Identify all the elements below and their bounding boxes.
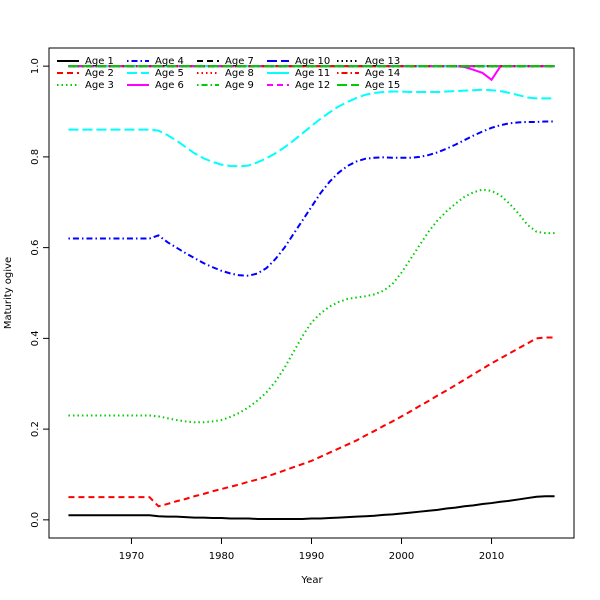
legend-label: Age 10: [295, 56, 330, 67]
x-axis-label: Year: [300, 575, 323, 586]
legend-label: Age 4: [155, 56, 184, 67]
legend-label: Age 12: [295, 80, 330, 91]
legend-label: Age 7: [225, 56, 254, 67]
series-line: [68, 188, 555, 424]
y-tick-label: 0.4: [30, 330, 41, 346]
legend-label: Age 5: [155, 68, 184, 79]
y-tick-label: 0.8: [30, 149, 41, 165]
legend-label: Age 13: [365, 56, 400, 67]
series-line: [68, 88, 555, 168]
legend-label: Age 2: [85, 68, 114, 79]
x-tick-label: 1980: [209, 551, 234, 562]
plot-frame: [48, 47, 575, 539]
y-axis-label: Maturity ogive: [3, 257, 14, 329]
x-tick-label: 2000: [389, 551, 414, 562]
x-tick-label: 1990: [299, 551, 324, 562]
x-tick-label: 2010: [479, 551, 504, 562]
x-tick-label: 1970: [119, 551, 144, 562]
series-line: [68, 120, 555, 277]
y-tick-label: 0.6: [30, 240, 41, 256]
y-tick-label: 0.2: [30, 421, 41, 437]
y-tick-label: 0.0: [30, 512, 41, 528]
series-line: [68, 495, 555, 520]
legend-label: Age 1: [85, 56, 114, 67]
legend-label: Age 9: [225, 80, 254, 91]
y-tick-label: 1.0: [30, 58, 41, 74]
legend-label: Age 15: [365, 80, 400, 91]
series-line: [68, 336, 555, 508]
legend-label: Age 3: [85, 80, 114, 91]
legend-label: Age 8: [225, 68, 254, 79]
legend-label: Age 11: [295, 68, 330, 79]
legend-label: Age 14: [365, 68, 400, 79]
legend-label: Age 6: [155, 80, 184, 91]
